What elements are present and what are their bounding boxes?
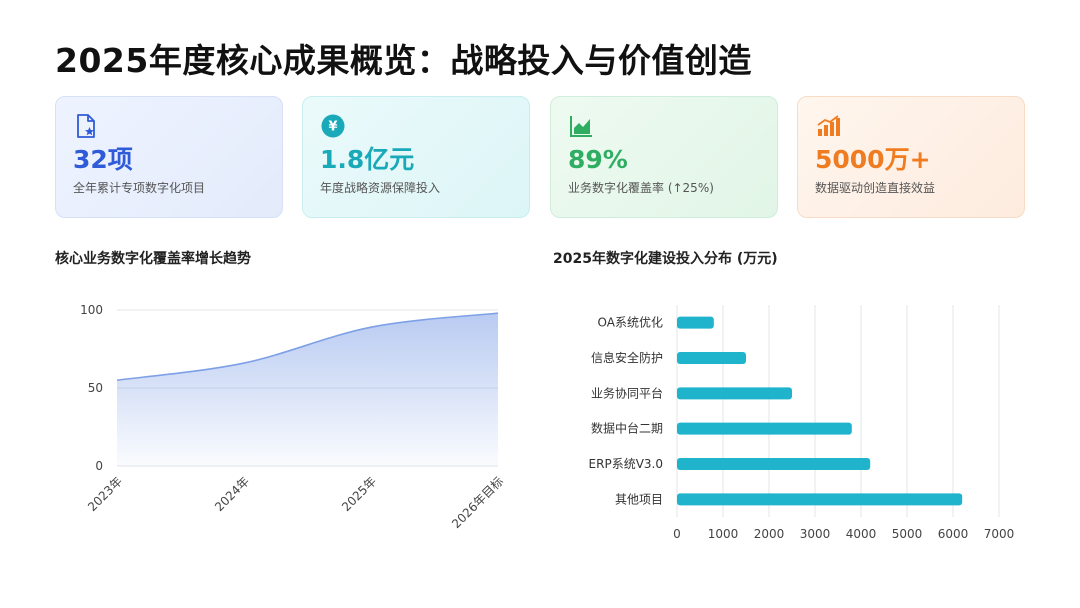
x-tick-label: 2000 <box>754 527 785 541</box>
page-title: 2025年度核心成果概览：战略投入与价值创造 <box>55 41 752 80</box>
bar <box>677 387 792 400</box>
kpi-card-benefit: 5000万+ 数据驱动创造直接效益 <box>797 96 1025 218</box>
y-tick-label: ERP系统V3.0 <box>589 457 663 471</box>
kpi-label: 全年累计专项数字化项目 <box>73 181 206 195</box>
kpi-label: 年度战略资源保障投入 <box>320 181 441 195</box>
y-tick-label: 数据中台二期 <box>591 421 663 436</box>
bar <box>677 422 852 435</box>
y-tick-label: 100 <box>80 303 103 317</box>
x-tick-label: 2026年目标 <box>449 474 506 531</box>
x-tick-label: 4000 <box>846 527 877 541</box>
area-fill <box>117 313 498 466</box>
x-tick-label: 5000 <box>892 527 923 541</box>
kpi-label: 数据驱动创造直接效益 <box>815 181 936 195</box>
yuan-coin-icon: ¥ <box>321 114 345 138</box>
x-tick-label: 0 <box>673 527 681 541</box>
y-tick-label: OA系统优化 <box>598 316 663 330</box>
bar <box>677 316 714 329</box>
x-tick-label: 7000 <box>984 527 1015 541</box>
kpi-value: 89% <box>568 145 628 174</box>
y-tick-label: 信息安全防护 <box>591 350 663 365</box>
x-tick-label: 2024年 <box>212 474 252 514</box>
x-tick-label: 2025年 <box>339 474 379 514</box>
svg-text:¥: ¥ <box>328 120 337 135</box>
x-tick-label: 2023年 <box>85 474 125 514</box>
y-tick-label: 50 <box>88 381 103 395</box>
kpi-value: 1.8亿元 <box>320 145 415 174</box>
kpi-value: 5000万+ <box>815 145 931 174</box>
bar <box>677 493 963 506</box>
x-tick-label: 3000 <box>800 527 831 541</box>
investment-bar-chart: 0 1000 2000 3000 4000 5000 6000 7000 OA系统优化信息安全防… <box>589 305 1015 541</box>
kpi-value: 32项 <box>73 145 133 174</box>
document-star-icon <box>77 114 95 138</box>
x-tick-label: 6000 <box>938 527 969 541</box>
bar-chart-title: 2025年数字化建设投入分布 (万元) <box>553 251 778 267</box>
y-tick-label: 业务协同平台 <box>591 385 663 400</box>
y-tick-label: 其他项目 <box>615 492 663 506</box>
y-tick-label: 0 <box>95 459 103 473</box>
kpi-card-projects: 32项 全年累计专项数字化项目 <box>55 96 283 218</box>
coverage-area-chart: 0 50 100 2023年 2024年 2025年 2026年目标 <box>80 303 506 531</box>
bar <box>677 458 871 470</box>
x-tick-label: 1000 <box>708 527 739 541</box>
bar <box>677 352 746 364</box>
area-chart-icon <box>570 116 592 137</box>
kpi-label: 业务数字化覆盖率 (↑25%) <box>568 181 714 195</box>
kpi-card-investment: ¥ 1.8亿元 年度战略资源保障投入 <box>302 96 530 218</box>
series-line <box>116 312 499 381</box>
area-chart-title: 核心业务数字化覆盖率增长趋势 <box>55 251 251 267</box>
bar-trend-icon <box>817 115 840 136</box>
kpi-card-coverage: 89% 业务数字化覆盖率 (↑25%) <box>550 96 778 218</box>
